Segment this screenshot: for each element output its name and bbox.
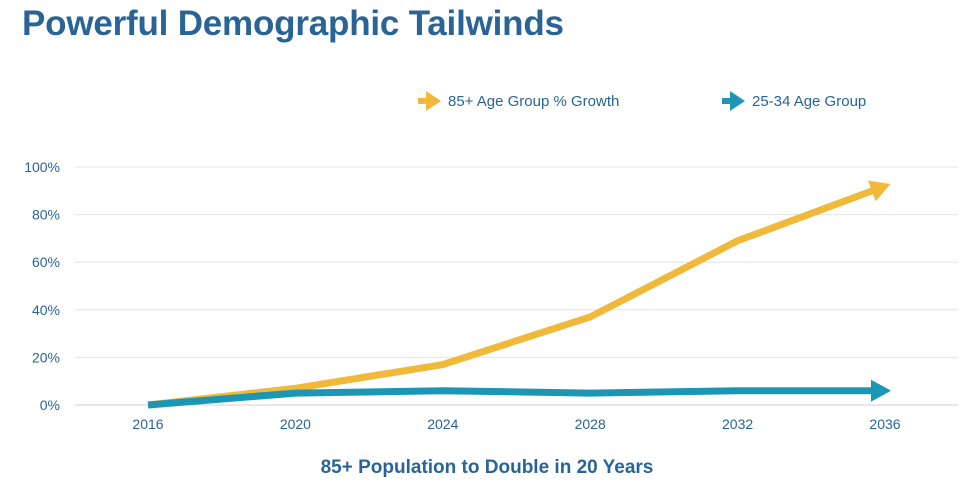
series-line-0 [147, 186, 876, 409]
series-line-1 [147, 387, 874, 409]
y-tick-label: 60% [32, 254, 60, 270]
legend-item-25-34: 25-34 Age Group [720, 90, 866, 112]
y-tick-label: 20% [32, 349, 60, 365]
y-tick-label: 100% [24, 159, 60, 175]
legend-label: 25-34 Age Group [752, 92, 867, 110]
y-tick-label: 40% [32, 302, 60, 318]
x-tick-label: 2016 [132, 416, 163, 432]
page-title: Powerful Demographic Tailwinds [22, 4, 564, 43]
x-tick-label: 2020 [280, 416, 311, 432]
y-tick-label: 0% [40, 397, 60, 413]
y-tick-label: 80% [32, 207, 60, 223]
x-tick-label: 2032 [722, 416, 753, 432]
x-tick-label: 2024 [427, 416, 458, 432]
legend-arrow-icon [722, 91, 745, 111]
series-arrowhead-0 [868, 180, 891, 202]
series-arrowhead-1 [871, 379, 891, 402]
legend-label: 85+ Age Group % Growth [448, 92, 620, 110]
chart-subtitle: 85+ Population to Double in 20 Years [320, 457, 654, 478]
x-tick-label: 2028 [575, 416, 606, 432]
legend-arrow-icon [418, 91, 441, 111]
x-tick-label: 2036 [869, 416, 900, 432]
legend-item-85-plus: 85+ Age Group % Growth [416, 90, 619, 112]
